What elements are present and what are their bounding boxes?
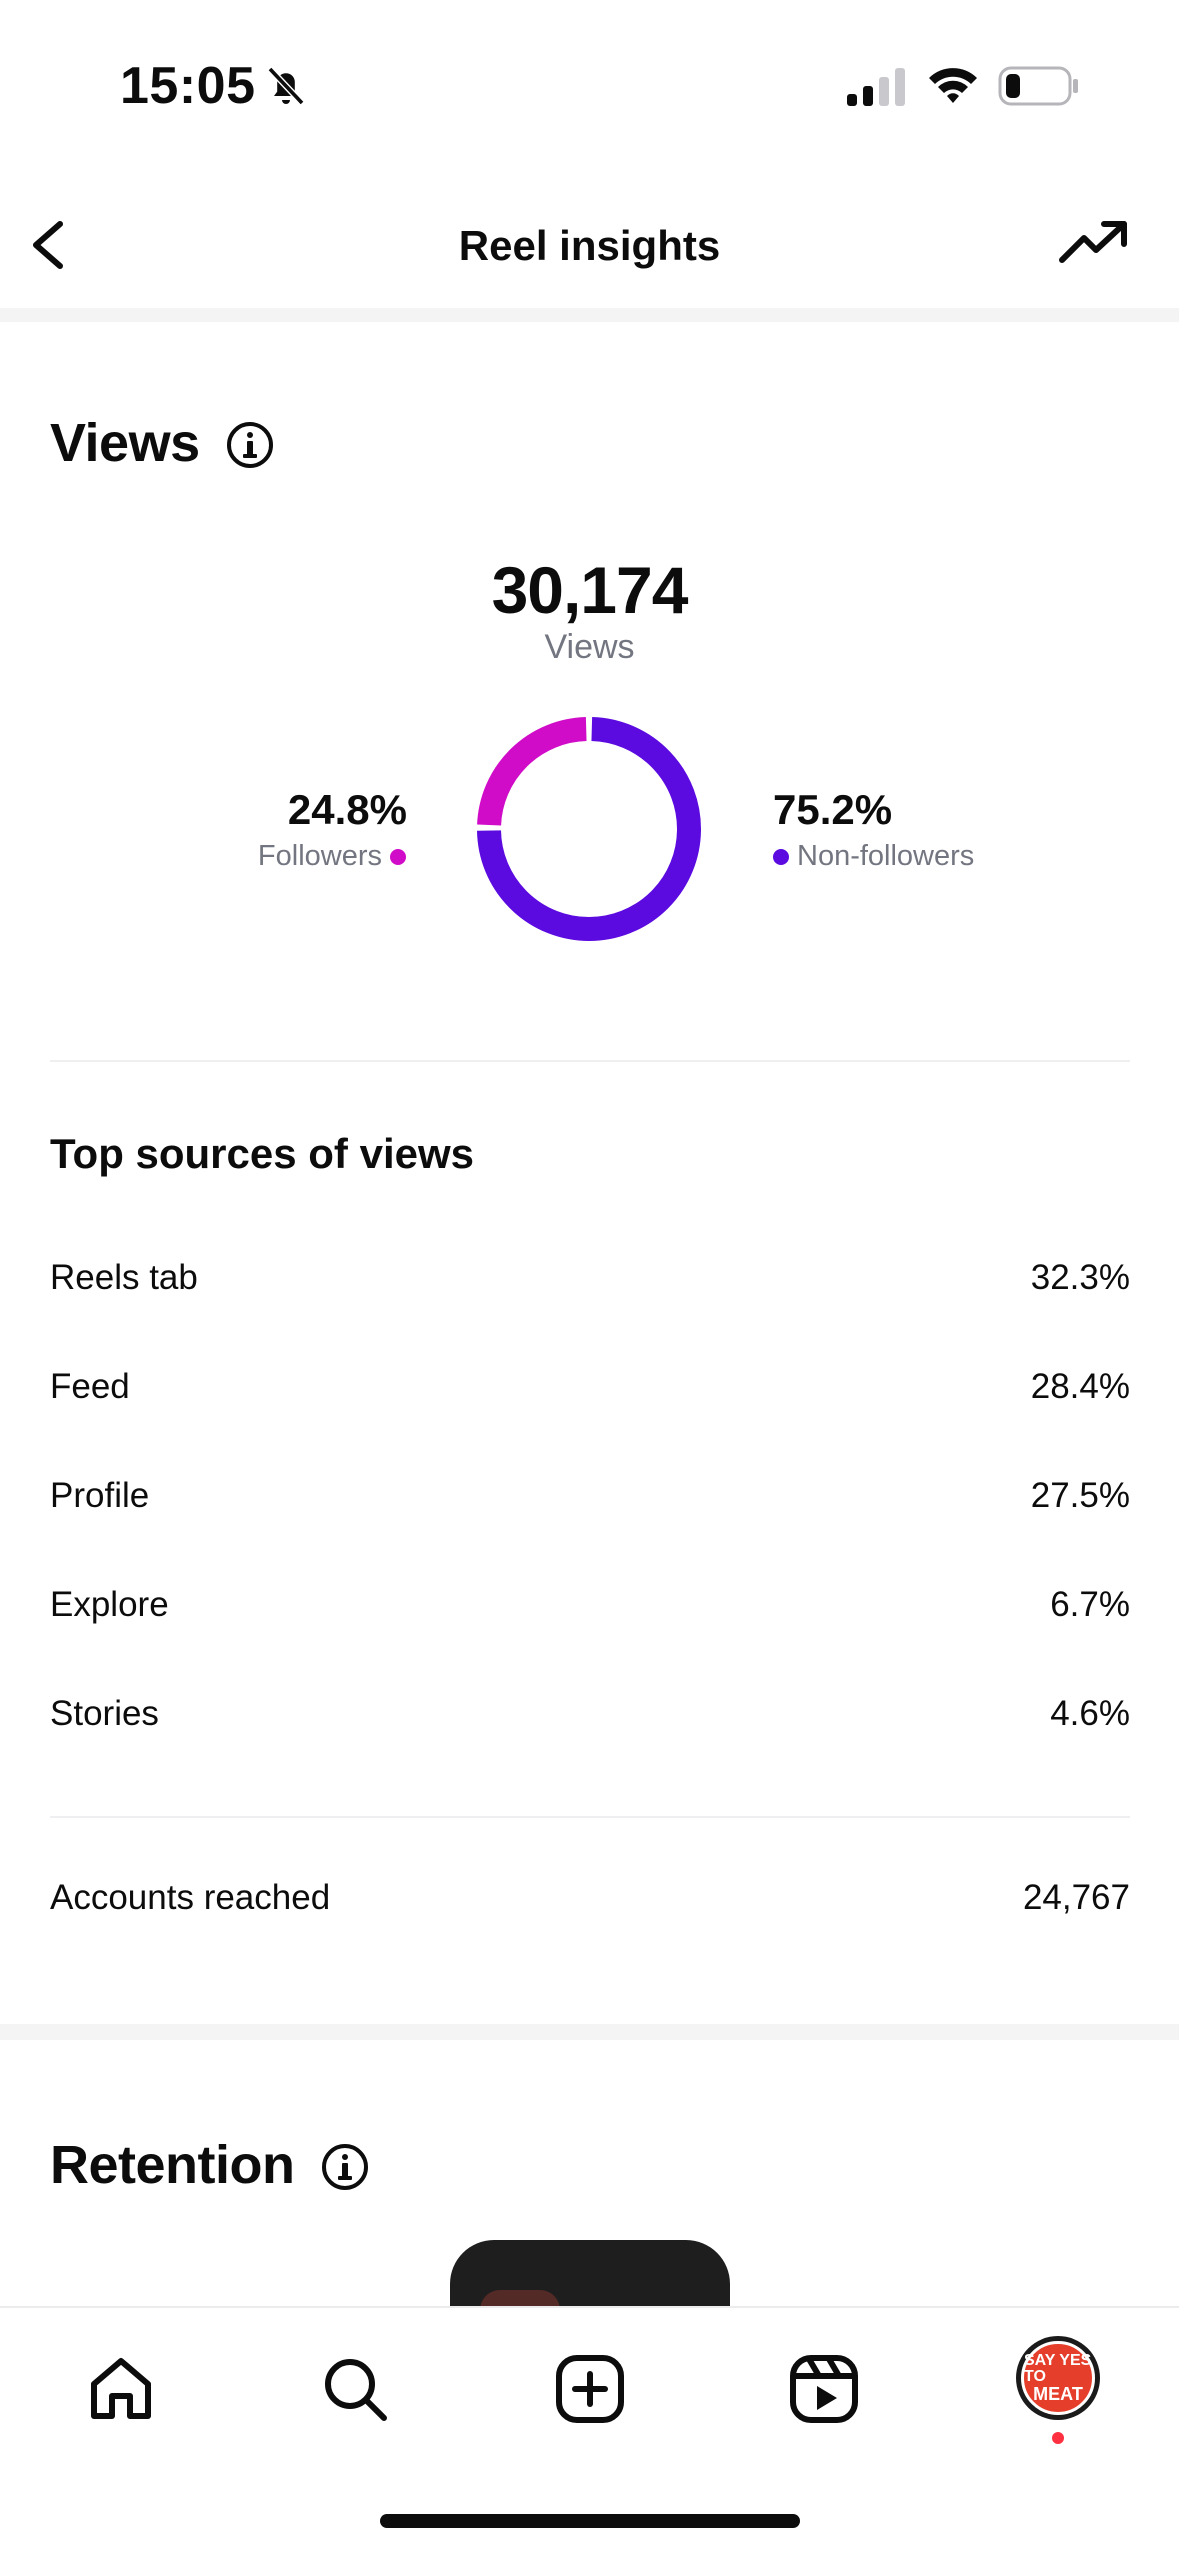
home-indicator[interactable]	[380, 2514, 800, 2528]
source-row: Reels tab 32.3%	[50, 1248, 1130, 1308]
non-followers-legend-label: Non-followers	[797, 840, 975, 872]
info-icon[interactable]	[320, 2142, 370, 2192]
app-header: Reel insights	[0, 170, 1179, 310]
source-value: 32.3%	[1030, 1258, 1130, 1297]
followers-legend-dot	[390, 848, 406, 865]
source-value: 6.7%	[1050, 1585, 1130, 1624]
nav-reels[interactable]	[779, 2344, 869, 2434]
accounts-reached-value: 24,767	[1022, 1878, 1130, 1917]
source-row: Stories 4.6%	[50, 1684, 1130, 1744]
status-time: 15:05	[120, 57, 256, 115]
section-divider	[50, 1060, 1130, 1062]
source-label: Feed	[50, 1367, 130, 1406]
non-followers-legend-dot	[773, 848, 789, 865]
top-sources-title: Top sources of views	[50, 1130, 474, 1177]
profile-avatar[interactable]: SAY YES TO MEAT	[1016, 2336, 1100, 2420]
status-bar: 15:05	[0, 0, 1179, 170]
avatar-text-top: SAY YES TO	[1024, 2352, 1092, 2385]
section-separator	[0, 2024, 1179, 2040]
battery-icon	[998, 66, 1078, 106]
source-row: Explore 6.7%	[50, 1575, 1130, 1635]
source-value: 4.6%	[1050, 1694, 1130, 1733]
retention-section-title: Retention	[50, 2135, 295, 2195]
bell-off-icon	[267, 66, 305, 106]
create-post-icon	[556, 2355, 624, 2423]
nav-search[interactable]	[310, 2344, 400, 2434]
cellular-signal-icon	[847, 68, 905, 106]
accounts-reached-row: Accounts reached 24,767	[50, 1868, 1130, 1928]
non-followers-percentage: 75.2%	[773, 786, 893, 833]
source-value: 27.5%	[1030, 1476, 1130, 1515]
source-label: Stories	[50, 1694, 159, 1733]
back-arrow-icon[interactable]	[22, 210, 82, 280]
source-label: Reels tab	[50, 1258, 198, 1297]
source-value: 28.4%	[1030, 1367, 1130, 1406]
wifi-icon	[929, 68, 977, 103]
header-divider	[0, 308, 1179, 322]
search-icon	[325, 2359, 387, 2421]
source-row: Profile 27.5%	[50, 1466, 1130, 1526]
nav-create[interactable]	[545, 2344, 635, 2434]
total-views-label: Views	[544, 628, 635, 666]
source-label: Profile	[50, 1476, 150, 1515]
home-icon	[91, 2358, 151, 2419]
followers-slice	[477, 717, 587, 826]
non-followers-legend: Non-followers	[773, 840, 974, 873]
avatar-logo: SAY YES TO MEAT	[1021, 2341, 1095, 2415]
non-followers-slice	[477, 717, 701, 941]
profile-notification-dot	[1052, 2432, 1064, 2444]
total-views-count: 30,174	[491, 553, 689, 627]
source-label: Explore	[50, 1585, 169, 1624]
reels-icon	[790, 2355, 858, 2423]
nav-home[interactable]	[76, 2344, 166, 2434]
source-row: Feed 28.4%	[50, 1357, 1130, 1417]
avatar-text-bottom: MEAT	[1033, 2384, 1083, 2404]
page-title: Reel insights	[458, 222, 721, 269]
section-divider	[50, 1816, 1130, 1818]
followers-legend: Followers	[258, 840, 406, 873]
accounts-reached-label: Accounts reached	[50, 1878, 331, 1917]
trending-up-icon[interactable]	[1058, 214, 1132, 270]
followers-donut-chart	[477, 717, 701, 941]
info-icon[interactable]	[225, 420, 275, 470]
followers-legend-label: Followers	[257, 840, 382, 872]
views-section-title: Views	[50, 413, 200, 473]
followers-percentage: 24.8%	[287, 786, 407, 833]
